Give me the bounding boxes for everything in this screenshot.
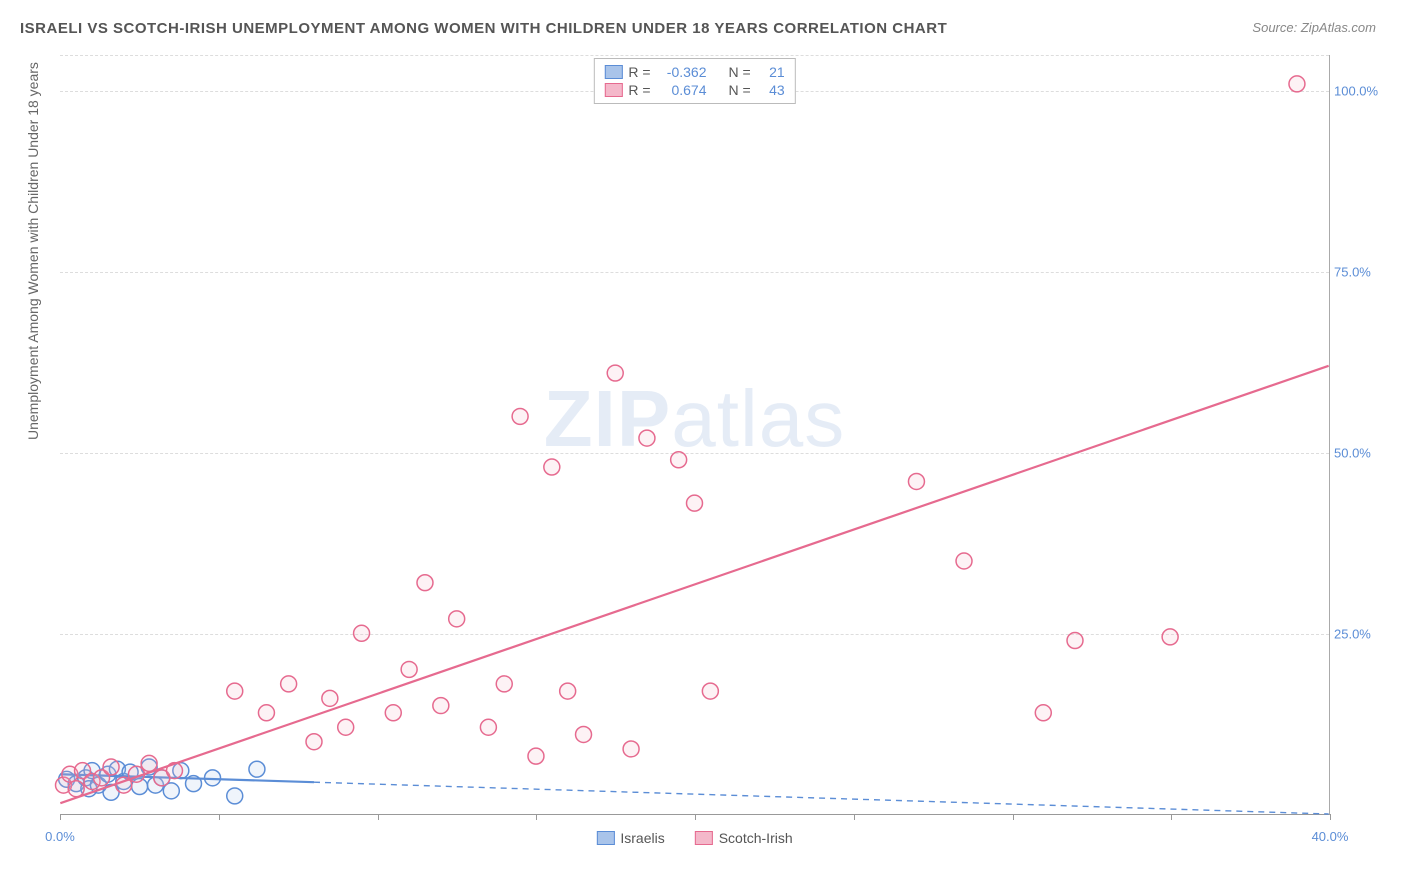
scatter-point-scotch_irish	[528, 748, 544, 764]
source-label: Source:	[1252, 20, 1297, 35]
x-tick	[378, 814, 379, 820]
legend-r-value: -0.362	[657, 64, 707, 80]
chart-title: ISRAELI VS SCOTCH-IRISH UNEMPLOYMENT AMO…	[20, 20, 947, 37]
legend-r-value: 0.674	[657, 82, 707, 98]
scatter-point-scotch_irish	[306, 734, 322, 750]
scatter-point-scotch_irish	[68, 781, 84, 797]
scatter-point-scotch_irish	[544, 459, 560, 475]
scatter-point-scotch_irish	[1289, 76, 1305, 92]
scatter-point-scotch_irish	[576, 726, 592, 742]
scatter-point-scotch_irish	[956, 553, 972, 569]
legend-n-value: 43	[757, 82, 785, 98]
scatter-point-scotch_irish	[385, 705, 401, 721]
trendline-dashed-israelis	[314, 782, 1329, 814]
legend-item-israelis: Israelis	[596, 830, 664, 846]
x-tick-label: 0.0%	[45, 829, 75, 844]
scatter-point-scotch_irish	[1067, 633, 1083, 649]
scatter-point-scotch_irish	[623, 741, 639, 757]
y-tick-label: 75.0%	[1334, 265, 1389, 280]
source-value: ZipAtlas.com	[1301, 20, 1376, 35]
legend-series-label: Scotch-Irish	[719, 830, 793, 846]
source-attribution: Source: ZipAtlas.com	[1252, 20, 1376, 35]
trendline-solid-scotch_irish	[60, 366, 1328, 803]
scatter-point-scotch_irish	[639, 430, 655, 446]
scatter-point-scotch_irish	[512, 408, 528, 424]
scatter-point-scotch_irish	[103, 759, 119, 775]
legend-row-scotch_irish: R = 0.674 N = 43	[604, 81, 784, 99]
series-legend: Israelis Scotch-Irish	[596, 830, 792, 846]
legend-n-label: N =	[729, 64, 751, 80]
y-tick-label: 100.0%	[1334, 84, 1389, 99]
legend-n-value: 21	[757, 64, 785, 80]
scatter-point-scotch_irish	[141, 755, 157, 771]
scatter-point-scotch_irish	[496, 676, 512, 692]
scatter-point-scotch_irish	[607, 365, 623, 381]
y-tick-label: 25.0%	[1334, 627, 1389, 642]
x-tick	[695, 814, 696, 820]
scatter-point-scotch_irish	[433, 698, 449, 714]
scatter-point-scotch_irish	[354, 625, 370, 641]
scatter-point-scotch_irish	[401, 661, 417, 677]
scatter-point-scotch_irish	[687, 495, 703, 511]
scatter-point-scotch_irish	[1035, 705, 1051, 721]
scatter-point-scotch_irish	[322, 690, 338, 706]
scatter-point-scotch_irish	[417, 575, 433, 591]
legend-swatch	[695, 831, 713, 845]
y-axis-label: Unemployment Among Women with Children U…	[25, 62, 41, 440]
legend-row-israelis: R = -0.362 N = 21	[604, 63, 784, 81]
legend-swatch	[596, 831, 614, 845]
scatter-point-scotch_irish	[281, 676, 297, 692]
x-tick	[60, 814, 61, 820]
legend-swatch	[604, 65, 622, 79]
x-tick	[1171, 814, 1172, 820]
scatter-point-scotch_irish	[671, 452, 687, 468]
x-tick	[536, 814, 537, 820]
x-tick-label: 40.0%	[1312, 829, 1349, 844]
scatter-point-scotch_irish	[227, 683, 243, 699]
x-tick	[1330, 814, 1331, 820]
correlation-legend: R = -0.362 N = 21 R = 0.674 N = 43	[593, 58, 795, 104]
plot-area: ZIPatlas R =-0.362N =21R =0.674N =43 Isr…	[60, 55, 1330, 815]
scatter-point-scotch_irish	[702, 683, 718, 699]
scatter-point-scotch_irish	[908, 473, 924, 489]
legend-r-label: R =	[628, 82, 650, 98]
y-tick-label: 50.0%	[1334, 446, 1389, 461]
scatter-point-scotch_irish	[1162, 629, 1178, 645]
scatter-point-scotch_irish	[338, 719, 354, 735]
legend-series-label: Israelis	[620, 830, 664, 846]
scatter-point-scotch_irish	[258, 705, 274, 721]
legend-r-label: R =	[628, 64, 650, 80]
x-tick	[1013, 814, 1014, 820]
legend-n-label: N =	[729, 82, 751, 98]
scatter-point-scotch_irish	[449, 611, 465, 627]
x-tick	[854, 814, 855, 820]
scatter-point-israelis	[227, 788, 243, 804]
scatter-point-scotch_irish	[560, 683, 576, 699]
chart-svg	[60, 55, 1329, 814]
scatter-point-scotch_irish	[480, 719, 496, 735]
scatter-point-israelis	[249, 761, 265, 777]
x-tick	[219, 814, 220, 820]
legend-item-scotch_irish: Scotch-Irish	[695, 830, 793, 846]
legend-swatch	[604, 83, 622, 97]
